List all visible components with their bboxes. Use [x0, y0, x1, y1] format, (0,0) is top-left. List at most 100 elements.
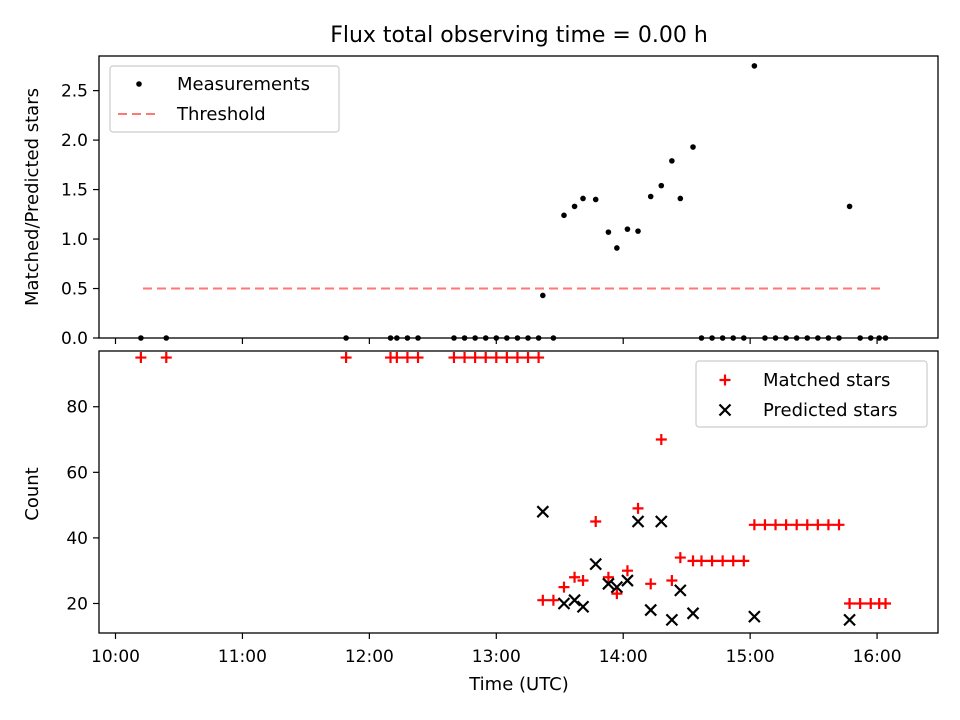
top-y-axis-label: Matched/Predicted stars — [22, 88, 43, 306]
matched-stars-point — [577, 575, 589, 587]
matched-stars-point — [695, 555, 707, 567]
chart-title: Flux total observing time = 0.00 h — [330, 23, 708, 48]
predicted-stars-point — [631, 515, 645, 528]
y-tick-label: 80 — [66, 398, 88, 418]
x-tick-label: 10:00 — [91, 647, 140, 667]
bottom-marks — [135, 352, 892, 627]
measurement-point — [561, 212, 567, 219]
matched-stars-point — [780, 519, 792, 531]
y-tick-label: 0.5 — [61, 280, 88, 300]
legend-measurements-label: Measurements — [177, 74, 310, 95]
matched-stars-point — [469, 352, 481, 364]
x-axis-label: Time (UTC) — [468, 674, 569, 695]
matched-stars-point — [791, 519, 803, 531]
x-tick-label: 13:00 — [472, 647, 521, 667]
y-tick-label: 1.0 — [61, 230, 88, 250]
measurement-point — [624, 226, 631, 232]
matched-stars-point — [706, 555, 718, 567]
predicted-stars-point — [536, 505, 550, 518]
matched-stars-point — [770, 519, 782, 531]
predicted-stars-point — [568, 593, 581, 607]
matched-stars-point — [537, 594, 549, 606]
matched-stars-point — [666, 575, 678, 587]
matched-stars-point — [674, 552, 686, 564]
y-tick-label: 1.5 — [61, 181, 88, 201]
legend-matched-label: Matched stars — [763, 370, 890, 391]
measurement-point — [592, 196, 599, 203]
matched-stars-point — [547, 594, 559, 606]
matched-stars-point — [569, 571, 581, 583]
predicted-stars-point — [655, 515, 668, 528]
matched-stars-point — [590, 516, 602, 528]
matched-stars-point — [812, 519, 824, 531]
matched-stars-point — [412, 352, 424, 364]
measurement-point — [614, 245, 620, 251]
matched-stars-point — [822, 519, 834, 531]
matched-stars-point — [448, 352, 460, 364]
predicted-stars-point — [557, 597, 571, 610]
measurement-point — [605, 229, 612, 235]
bottom-legend-box — [695, 360, 928, 428]
x-tick-label: 15:00 — [726, 647, 775, 667]
matched-stars-point — [490, 352, 502, 364]
predicted-stars-point — [589, 557, 602, 571]
measurement-point — [751, 63, 758, 69]
measurement-point — [635, 228, 641, 234]
legend-predicted-label: Predicted stars — [763, 400, 897, 421]
measurement-point — [540, 292, 546, 299]
matched-stars-point — [511, 352, 523, 364]
matched-stars-point — [759, 519, 771, 531]
measurement-point — [677, 195, 684, 202]
y-tick-label: 2.5 — [61, 82, 88, 102]
x-tick-label: 16:00 — [853, 647, 902, 667]
predicted-stars-point — [621, 574, 634, 587]
matched-stars-point — [880, 597, 892, 609]
matched-stars-point — [645, 578, 657, 590]
predicted-stars-point — [748, 610, 761, 623]
bottom-y-axis-label: Count — [22, 467, 43, 520]
measurement-point — [580, 195, 586, 202]
matched-stars-point — [602, 571, 614, 583]
top-legend: Measurements Threshold — [109, 65, 340, 133]
predicted-stars-point — [686, 607, 700, 620]
measurement-point — [658, 182, 665, 189]
matched-stars-point — [748, 519, 760, 531]
matched-stars-point — [801, 519, 813, 531]
legend-matched-key — [719, 374, 731, 386]
star-count-plot: 20 40 60 80 10:00 11:00 12:00 13:00 14:00 15:00 16… — [66, 350, 939, 667]
predicted-stars-point — [843, 613, 856, 627]
matched-stars-point — [522, 352, 534, 364]
x-tick-label: 12:00 — [345, 647, 394, 667]
matched-stars-point — [135, 352, 147, 364]
matched-stars-point — [738, 555, 750, 567]
predicted-stars-point — [576, 600, 590, 614]
predicted-stars-point — [610, 580, 624, 594]
matched-stars-point — [632, 502, 644, 514]
matched-stars-point — [655, 434, 667, 446]
matched-stars-point — [854, 597, 866, 609]
x-tick-label: 14:00 — [599, 647, 648, 667]
top-axes-frame — [98, 55, 939, 339]
measurement-point — [647, 193, 654, 200]
legend-measurements-key — [136, 81, 142, 87]
measurement-point — [571, 203, 578, 210]
legend-predicted-key — [718, 403, 732, 417]
matched-stars-point — [401, 352, 413, 364]
matched-stars-point — [459, 352, 471, 364]
matched-stars-point — [833, 519, 845, 531]
predicted-stars-point — [674, 584, 687, 597]
matched-stars-point — [480, 352, 492, 364]
predicted-stars-point — [644, 603, 657, 617]
matched-stars-point — [558, 581, 570, 593]
matched-stars-point — [719, 374, 731, 386]
matched-ratio-plot: 0.0 0.5 1.0 1.5 2.0 2.5 Measurements Threshold — [61, 55, 939, 349]
y-tick-label: 20 — [66, 594, 88, 614]
matched-stars-point — [727, 555, 739, 567]
matched-stars-point — [621, 565, 633, 577]
matched-stars-point — [844, 597, 856, 609]
predicted-stars-point — [602, 577, 615, 591]
matched-stars-point — [533, 352, 545, 364]
predicted-stars-point — [718, 403, 732, 417]
bottom-legend: Matched stars Predicted stars — [695, 360, 928, 428]
